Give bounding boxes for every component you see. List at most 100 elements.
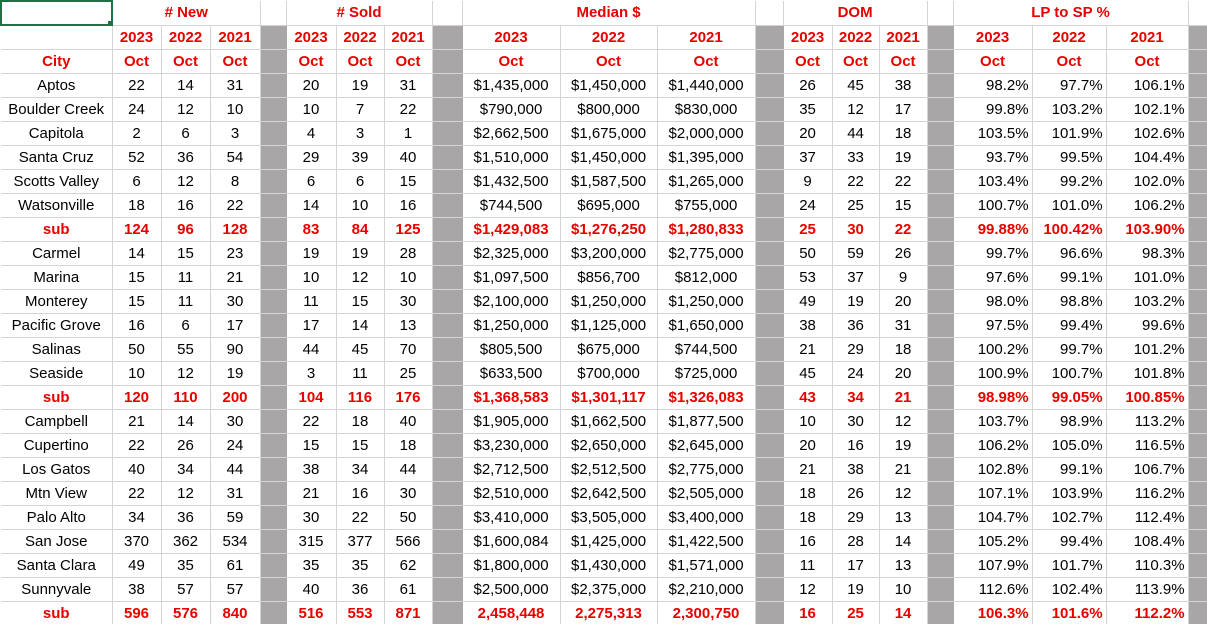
sold-cell[interactable]: 40 xyxy=(384,145,433,170)
lpsp-cell[interactable]: 106.2% xyxy=(1106,193,1189,218)
lpsp-cell[interactable]: 100.7% xyxy=(953,193,1033,218)
lpsp-cell[interactable]: 98.0% xyxy=(953,289,1033,314)
sold-cell[interactable]: 16 xyxy=(384,193,433,218)
sold-cell[interactable]: 62 xyxy=(384,553,433,578)
median-cell[interactable]: $1,326,083 xyxy=(657,385,756,410)
sold-cell[interactable]: 125 xyxy=(384,217,433,242)
new-cell[interactable]: 34 xyxy=(161,457,211,482)
month-header[interactable]: Oct xyxy=(783,49,833,74)
dom-cell[interactable]: 43 xyxy=(783,385,833,410)
city-cell[interactable]: Capitola xyxy=(1,121,113,146)
sold-cell[interactable]: 38 xyxy=(286,457,337,482)
blank-cell[interactable] xyxy=(260,1,287,26)
lpsp-cell[interactable]: 96.6% xyxy=(1032,241,1107,266)
sold-cell[interactable]: 104 xyxy=(286,385,337,410)
year-header[interactable]: 2021 xyxy=(879,25,928,50)
new-cell[interactable]: 12 xyxy=(161,481,211,506)
dom-cell[interactable]: 12 xyxy=(783,577,833,602)
lpsp-cell[interactable]: 98.8% xyxy=(1032,289,1107,314)
dom-cell[interactable]: 19 xyxy=(832,577,880,602)
sold-cell[interactable]: 871 xyxy=(384,601,433,624)
sold-cell[interactable]: 13 xyxy=(384,313,433,338)
median-cell[interactable]: $3,505,000 xyxy=(560,505,658,530)
median-cell[interactable]: $755,000 xyxy=(657,193,756,218)
new-cell[interactable]: 21 xyxy=(210,265,261,290)
sold-cell[interactable]: 20 xyxy=(286,73,337,98)
year-header[interactable]: 2022 xyxy=(336,25,385,50)
new-cell[interactable]: 24 xyxy=(210,433,261,458)
sold-cell[interactable]: 12 xyxy=(336,265,385,290)
lpsp-cell[interactable]: 102.4% xyxy=(1032,577,1107,602)
new-cell[interactable]: 50 xyxy=(112,337,162,362)
year-header[interactable]: 2021 xyxy=(384,25,433,50)
sold-cell[interactable]: 19 xyxy=(286,241,337,266)
sold-cell[interactable]: 45 xyxy=(336,337,385,362)
group-header-sold[interactable]: # Sold xyxy=(286,1,433,26)
new-cell[interactable]: 6 xyxy=(161,313,211,338)
new-cell[interactable]: 40 xyxy=(112,457,162,482)
sold-cell[interactable]: 39 xyxy=(336,145,385,170)
sold-cell[interactable]: 19 xyxy=(336,73,385,98)
median-cell[interactable]: $725,000 xyxy=(657,361,756,386)
median-cell[interactable]: $675,000 xyxy=(560,337,658,362)
median-cell[interactable]: $2,712,500 xyxy=(462,457,561,482)
median-cell[interactable]: $1,250,000 xyxy=(462,313,561,338)
new-cell[interactable]: 12 xyxy=(161,169,211,194)
lpsp-cell[interactable]: 112.6% xyxy=(953,577,1033,602)
new-cell[interactable]: 31 xyxy=(210,73,261,98)
year-header[interactable]: 2023 xyxy=(783,25,833,50)
sold-cell[interactable]: 15 xyxy=(286,433,337,458)
sold-cell[interactable]: 36 xyxy=(336,577,385,602)
new-cell[interactable]: 200 xyxy=(210,385,261,410)
month-header[interactable]: Oct xyxy=(161,49,211,74)
sold-cell[interactable]: 40 xyxy=(286,577,337,602)
new-cell[interactable]: 57 xyxy=(210,577,261,602)
city-cell[interactable]: Pacific Grove xyxy=(1,313,113,338)
dom-cell[interactable]: 17 xyxy=(879,97,928,122)
median-cell[interactable]: $2,325,000 xyxy=(462,241,561,266)
city-cell[interactable]: Mtn View xyxy=(1,481,113,506)
lpsp-cell[interactable]: 116.2% xyxy=(1106,481,1189,506)
dom-cell[interactable]: 21 xyxy=(879,385,928,410)
year-header[interactable]: 2023 xyxy=(953,25,1033,50)
median-cell[interactable]: $1,600,084 xyxy=(462,529,561,554)
lpsp-cell[interactable]: 100.7% xyxy=(1032,361,1107,386)
new-cell[interactable]: 96 xyxy=(161,217,211,242)
year-header[interactable]: 2021 xyxy=(210,25,261,50)
lpsp-cell[interactable]: 106.7% xyxy=(1106,457,1189,482)
sold-cell[interactable]: 28 xyxy=(384,241,433,266)
sold-cell[interactable]: 6 xyxy=(336,169,385,194)
city-cell[interactable]: Campbell xyxy=(1,409,113,434)
new-cell[interactable]: 19 xyxy=(210,361,261,386)
lpsp-cell[interactable]: 107.9% xyxy=(953,553,1033,578)
median-cell[interactable]: $1,877,500 xyxy=(657,409,756,434)
median-cell[interactable]: $1,280,833 xyxy=(657,217,756,242)
lpsp-cell[interactable]: 103.90% xyxy=(1106,217,1189,242)
lpsp-cell[interactable]: 102.7% xyxy=(1032,505,1107,530)
new-cell[interactable]: 120 xyxy=(112,385,162,410)
group-header-new[interactable]: # New xyxy=(112,1,261,26)
year-header[interactable]: 2022 xyxy=(161,25,211,50)
median-cell[interactable]: $1,276,250 xyxy=(560,217,658,242)
subtotal-label[interactable]: sub xyxy=(1,217,113,242)
lpsp-cell[interactable]: 97.6% xyxy=(953,265,1033,290)
lpsp-cell[interactable]: 93.7% xyxy=(953,145,1033,170)
new-cell[interactable]: 14 xyxy=(112,241,162,266)
median-cell[interactable]: $1,432,500 xyxy=(462,169,561,194)
median-cell[interactable]: $1,250,000 xyxy=(560,289,658,314)
median-cell[interactable]: $2,642,500 xyxy=(560,481,658,506)
city-cell[interactable]: Cupertino xyxy=(1,433,113,458)
lpsp-cell[interactable]: 103.4% xyxy=(953,169,1033,194)
median-cell[interactable]: $1,125,000 xyxy=(560,313,658,338)
dom-cell[interactable]: 10 xyxy=(783,409,833,434)
sold-cell[interactable]: 19 xyxy=(336,241,385,266)
dom-cell[interactable]: 14 xyxy=(879,529,928,554)
year-header[interactable]: 2021 xyxy=(1106,25,1189,50)
lpsp-cell[interactable]: 99.05% xyxy=(1032,385,1107,410)
lpsp-cell[interactable]: 99.6% xyxy=(1106,313,1189,338)
new-cell[interactable]: 596 xyxy=(112,601,162,624)
median-cell[interactable]: $1,675,000 xyxy=(560,121,658,146)
median-cell[interactable]: $1,265,000 xyxy=(657,169,756,194)
sold-cell[interactable]: 84 xyxy=(336,217,385,242)
lpsp-cell[interactable]: 112.4% xyxy=(1106,505,1189,530)
